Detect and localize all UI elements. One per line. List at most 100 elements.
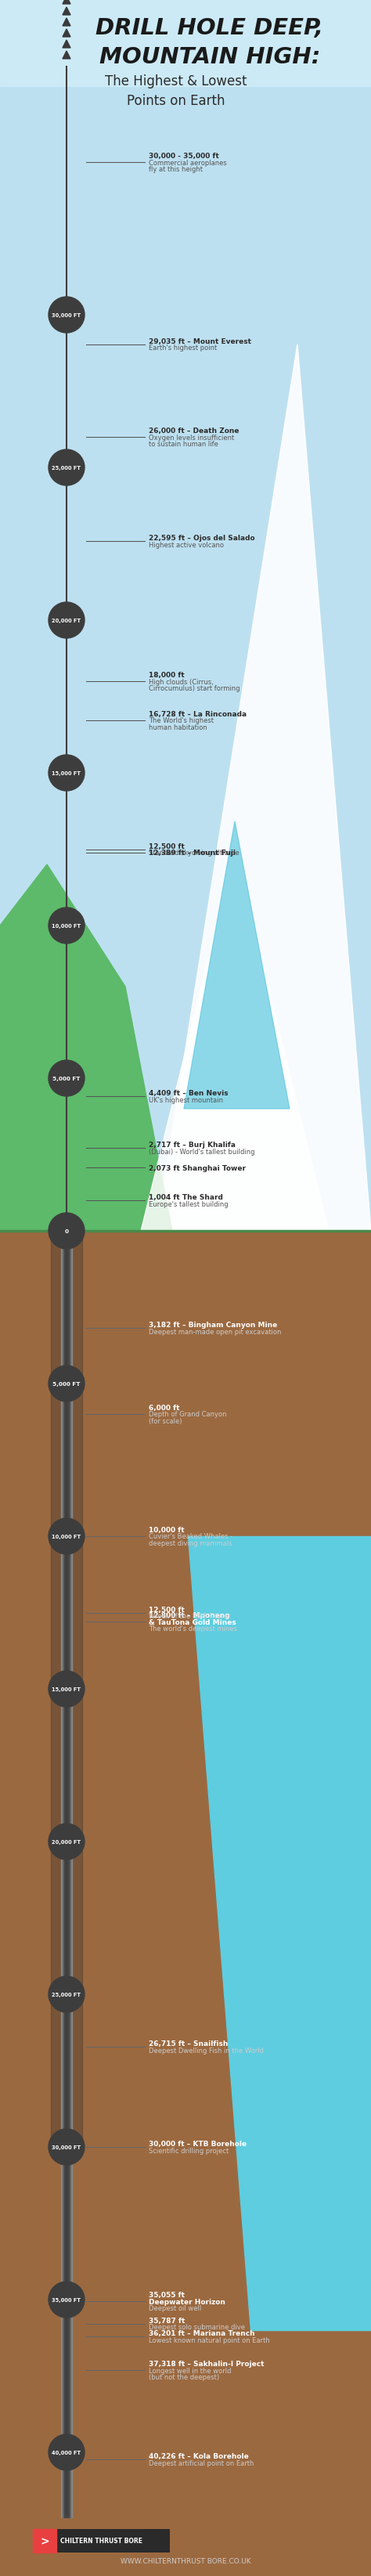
Text: 12,500 ft: 12,500 ft <box>149 1605 185 1613</box>
Text: Commercial aeroplanes: Commercial aeroplanes <box>149 160 227 167</box>
Text: UK's highest mountain: UK's highest mountain <box>149 1097 223 1103</box>
Circle shape <box>49 1213 85 1249</box>
Bar <box>61 1231 72 2517</box>
Text: 2,717 ft – Burj Khalifa: 2,717 ft – Burj Khalifa <box>149 1141 236 1149</box>
Text: Oxygen levels insufficient: Oxygen levels insufficient <box>149 433 234 440</box>
Text: CHILTERN THRUST BORE: CHILTERN THRUST BORE <box>61 2537 143 2545</box>
Bar <box>33 2530 56 2553</box>
Text: 29,035 ft – Mount Everest: 29,035 ft – Mount Everest <box>149 337 251 345</box>
Text: Cirrocumulus) start forming: Cirrocumulus) start forming <box>149 685 240 693</box>
Text: The Highest & Lowest
Points on Earth: The Highest & Lowest Points on Earth <box>105 75 247 108</box>
Polygon shape <box>141 853 329 1231</box>
Circle shape <box>49 755 85 791</box>
Circle shape <box>49 1824 85 1860</box>
Text: 30,000 FT: 30,000 FT <box>52 314 81 317</box>
Polygon shape <box>184 822 290 1110</box>
Circle shape <box>49 2282 85 2318</box>
Bar <box>63 1231 70 2517</box>
Text: 16,728 ft – La Rinconada: 16,728 ft – La Rinconada <box>149 711 247 719</box>
Text: 35,000 FT: 35,000 FT <box>52 2298 81 2303</box>
Text: (Dubai) - World's tallest building: (Dubai) - World's tallest building <box>149 1149 255 1154</box>
Text: 35,055 ft: 35,055 ft <box>149 2290 185 2298</box>
Polygon shape <box>63 52 70 59</box>
Text: deepest diving mammals: deepest diving mammals <box>149 1540 232 1546</box>
Text: 12,500 ft: 12,500 ft <box>149 842 185 850</box>
Text: (for scale): (for scale) <box>149 1417 182 1425</box>
Text: Deepwater Horizon: Deepwater Horizon <box>149 2298 225 2306</box>
Text: 25,000 FT: 25,000 FT <box>52 1991 81 1996</box>
Text: & TauTona Gold Mines: & TauTona Gold Mines <box>149 1618 236 1625</box>
Text: 12,800 ft – Mponeng: 12,800 ft – Mponeng <box>149 1613 230 1618</box>
Text: Cuvier's Beaked Whales -: Cuvier's Beaked Whales - <box>149 1533 233 1540</box>
Text: 40,000 FT: 40,000 FT <box>52 2450 81 2455</box>
Circle shape <box>49 296 85 332</box>
Circle shape <box>49 2128 85 2164</box>
Polygon shape <box>63 18 70 26</box>
Circle shape <box>49 1517 85 1553</box>
Text: 15,000 FT: 15,000 FT <box>52 770 81 775</box>
Text: 3,182 ft – Bingham Canyon Mine: 3,182 ft – Bingham Canyon Mine <box>149 1321 277 1329</box>
Text: 30,000 ft – KTB Borehole: 30,000 ft – KTB Borehole <box>149 2141 247 2148</box>
Text: 20,000 FT: 20,000 FT <box>52 1839 81 1844</box>
Circle shape <box>49 1365 85 1401</box>
Circle shape <box>49 1672 85 1708</box>
Text: 22,595 ft – Ojos del Salado: 22,595 ft – Ojos del Salado <box>149 536 255 541</box>
Text: Deepest solo submarine dive: Deepest solo submarine dive <box>149 2324 245 2331</box>
Text: Deepest man-made open pit excavation: Deepest man-made open pit excavation <box>149 1329 281 1334</box>
Polygon shape <box>157 345 371 1231</box>
Text: 10,000 FT: 10,000 FT <box>52 925 81 927</box>
Polygon shape <box>63 41 70 49</box>
Bar <box>51 1231 82 2146</box>
Text: Deepest artificial point on Earth: Deepest artificial point on Earth <box>149 2460 254 2465</box>
Text: 10,000 FT: 10,000 FT <box>52 1535 81 1538</box>
FancyBboxPatch shape <box>33 2530 170 2553</box>
Text: (but not the deepest): (but not the deepest) <box>149 2372 219 2380</box>
Text: 5,000 FT: 5,000 FT <box>53 1381 81 1386</box>
Text: Highest active volcano: Highest active volcano <box>149 541 224 549</box>
Text: fly at this height: fly at this height <box>149 165 203 173</box>
Text: 18,000 ft: 18,000 ft <box>149 672 184 677</box>
Text: 30,000 FT: 30,000 FT <box>52 2146 81 2148</box>
Text: 26,000 ft – Death Zone: 26,000 ft – Death Zone <box>149 428 239 435</box>
Circle shape <box>49 2434 85 2470</box>
Bar <box>0 0 371 88</box>
Text: Earth's highest point: Earth's highest point <box>149 345 217 353</box>
Text: Standard skydiving altitude: Standard skydiving altitude <box>149 850 239 855</box>
Text: 4,409 ft – Ben Nevis: 4,409 ft – Ben Nevis <box>149 1090 228 1097</box>
Text: Wreck of the RMS Titanic: Wreck of the RMS Titanic <box>149 1613 231 1620</box>
Text: 5,000 FT: 5,000 FT <box>53 1077 81 1082</box>
Text: MOUNTAIN HIGH:: MOUNTAIN HIGH: <box>99 46 320 67</box>
Text: 26,715 ft – Snailfish: 26,715 ft – Snailfish <box>149 2040 228 2048</box>
Text: >: > <box>40 2535 49 2545</box>
Text: The world's deepest mines: The world's deepest mines <box>149 1625 237 1633</box>
Text: High clouds (Cirrus,: High clouds (Cirrus, <box>149 677 213 685</box>
Text: Depth of Grand Canyon: Depth of Grand Canyon <box>149 1412 227 1417</box>
Text: 2,073 ft Shanghai Tower: 2,073 ft Shanghai Tower <box>149 1164 246 1172</box>
Text: to sustain human life: to sustain human life <box>149 440 218 448</box>
Polygon shape <box>63 31 70 39</box>
Text: 20,000 FT: 20,000 FT <box>52 618 81 623</box>
Text: Scientific drilling project: Scientific drilling project <box>149 2146 229 2154</box>
Text: 0: 0 <box>65 1229 69 1234</box>
Circle shape <box>49 603 85 639</box>
Text: WWW.CHILTERNTHRUST BORE.CO.UK: WWW.CHILTERNTHRUST BORE.CO.UK <box>120 2558 251 2563</box>
Text: 36,201 ft – Mariana Trench: 36,201 ft – Mariana Trench <box>149 2329 255 2336</box>
Text: Europe's tallest building: Europe's tallest building <box>149 1200 228 1208</box>
Bar <box>0 1231 371 2576</box>
Text: 35,787 ft: 35,787 ft <box>149 2316 185 2324</box>
Text: Deepest oil well: Deepest oil well <box>149 2306 201 2311</box>
Text: Deepest Dwelling Fish in the World: Deepest Dwelling Fish in the World <box>149 2045 264 2053</box>
Text: 15,000 FT: 15,000 FT <box>52 1687 81 1692</box>
Text: 1,004 ft The Shard: 1,004 ft The Shard <box>149 1193 223 1200</box>
Text: 6,000 ft: 6,000 ft <box>149 1404 180 1412</box>
Text: DRILL HOLE DEEP,: DRILL HOLE DEEP, <box>96 18 324 39</box>
Polygon shape <box>63 0 70 5</box>
Polygon shape <box>188 1535 371 2331</box>
Circle shape <box>49 1061 85 1097</box>
Text: 12,389 ft – Mount Fuji: 12,389 ft – Mount Fuji <box>149 850 236 858</box>
Text: 40,226 ft – Kola Borehole: 40,226 ft – Kola Borehole <box>149 2452 249 2460</box>
Text: Lowest known natural point on Earth: Lowest known natural point on Earth <box>149 2336 270 2344</box>
Circle shape <box>49 907 85 943</box>
Text: 30,000 - 35,000 ft: 30,000 - 35,000 ft <box>149 152 219 160</box>
Circle shape <box>49 1976 85 2012</box>
